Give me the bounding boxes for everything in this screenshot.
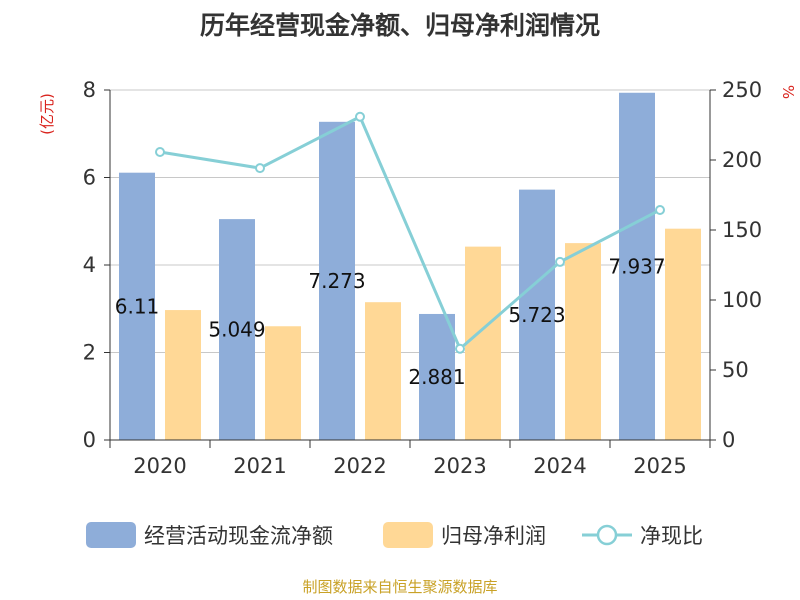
left-tick-label: 6: [83, 166, 96, 190]
left-tick-label: 4: [83, 253, 96, 277]
bar-operating-cashflow: [119, 172, 155, 440]
right-tick-label: 200: [722, 148, 762, 172]
source-note: 制图数据来自恒生聚源数据库: [302, 578, 498, 596]
x-tick-label: 2022: [333, 454, 386, 478]
ratio-point: [155, 147, 165, 158]
legend-label: 归母净利润: [441, 524, 546, 548]
legend: 经营活动现金流净额 归母净利润 净现比: [86, 522, 703, 548]
legend-label: 净现比: [640, 524, 703, 548]
ratio-line: [155, 111, 665, 354]
bar-net-profit: [565, 243, 601, 440]
right-tick-label: 0: [722, 428, 735, 452]
bar-operating-cashflow: [219, 219, 255, 440]
right-tick-label: 100: [722, 288, 762, 312]
bar-net-profit: [665, 228, 701, 440]
x-tick-label: 2020: [133, 454, 186, 478]
data-label: 6.11: [115, 294, 160, 318]
left-axis-unit: (亿元): [38, 93, 56, 135]
right-tick-label: 250: [722, 78, 762, 102]
bar-operating-cashflow: [519, 189, 555, 440]
axes: 0 2 4 6 8 0 50 100 150 200 250 2020 2021 2022 2023 2024…: [38, 78, 797, 478]
right-tick-label: 150: [722, 218, 762, 242]
data-label: 5.723: [508, 303, 565, 327]
x-tick-label: 2025: [633, 454, 686, 478]
data-label: 7.937: [608, 254, 665, 278]
data-label: 5.049: [208, 318, 265, 342]
data-label: 7.273: [308, 269, 365, 293]
legend-swatch: [86, 522, 136, 548]
ratio-line-path: [159, 114, 661, 352]
bar-operating-cashflow: [619, 92, 655, 440]
ratio-point: [555, 256, 565, 267]
bar-net-profit: [465, 246, 501, 440]
right-axis-unit: %: [779, 85, 797, 99]
ratio-point: [255, 163, 265, 174]
legend-swatch: [383, 522, 433, 548]
x-tick-label: 2024: [533, 454, 586, 478]
data-label: 2.881: [408, 365, 465, 389]
ratio-point: [455, 343, 465, 354]
bar-net-profit: [365, 302, 401, 440]
legend-marker: [596, 524, 618, 546]
bar-operating-cashflow: [319, 121, 355, 441]
right-tick-label: 50: [722, 358, 749, 382]
left-tick-label: 0: [83, 428, 96, 452]
bar-net-profit: [265, 326, 301, 440]
legend-label: 经营活动现金流净额: [144, 524, 333, 548]
bars: [119, 92, 701, 441]
data-labels: 6.11 5.049 7.273 2.881 5.723 7.937: [115, 254, 666, 389]
x-tick-label: 2023: [433, 454, 486, 478]
ratio-point: [355, 111, 365, 122]
left-tick-label: 2: [83, 341, 96, 365]
x-tick-label: 2021: [233, 454, 286, 478]
chart-title: 历年经营现金净额、归母净利润情况: [199, 11, 600, 40]
left-tick-label: 8: [83, 78, 96, 102]
ratio-point: [655, 204, 665, 215]
bar-net-profit: [165, 310, 201, 440]
bar-operating-cashflow: [419, 313, 455, 440]
